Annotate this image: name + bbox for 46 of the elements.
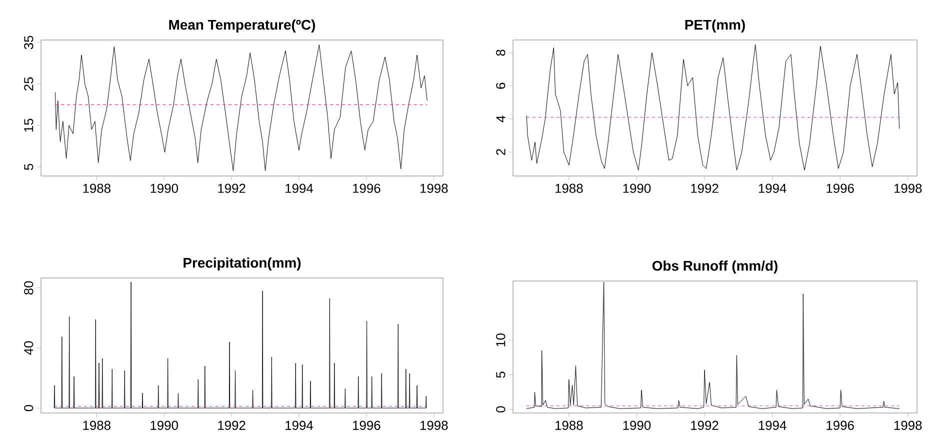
x-tick-label: 1992 [218,184,246,193]
y-tick-label: 0 [24,404,34,412]
x-tick-label: 1996 [353,184,380,193]
y-tick-label: 15 [24,118,34,132]
x-tick-label: 1996 [826,420,854,430]
y-tick-label: 35 [24,36,34,50]
x-tick-label: 1994 [758,184,786,193]
x-tick-label: 1992 [691,420,718,430]
y-tick-label: 8 [496,50,506,56]
x-tick-label: 1990 [623,420,651,430]
x-tick-label: 1992 [218,420,246,430]
x-tick-label: 1994 [758,420,786,430]
x-tick-label: 1990 [150,184,178,193]
y-tick-label: 5 [496,372,506,378]
y-tick-label: 10 [496,333,506,346]
x-tick-label: 1998 [420,184,448,193]
line-series [54,44,428,172]
x-tick-label: 1988 [83,420,110,430]
y-tick-label: 40 [24,341,34,355]
chart-title: Mean Temperature(ºC) [169,19,316,32]
chart-title: Precipitation(mm) [184,258,301,270]
x-tick-label: 1994 [286,420,314,430]
x-tick-label: 1994 [286,184,314,193]
chart-title: Obs Runoff (mm/d) [652,260,778,274]
y-tick-label: 2 [496,149,506,155]
line-series [526,44,900,170]
x-tick-label: 1988 [556,184,583,193]
y-tick-label: 4 [496,116,506,122]
x-tick-label: 1998 [894,184,922,193]
x-tick-label: 1998 [420,420,448,430]
x-tick-label: 1996 [353,420,380,430]
line-series [54,282,427,408]
chart-title: PET(mm) [685,19,745,32]
y-tick-label: 5 [24,164,34,170]
x-tick-label: 1988 [556,420,583,430]
y-tick-label: 6 [496,82,506,89]
x-tick-label: 1996 [826,184,854,193]
x-tick-label: 1990 [150,420,178,430]
y-tick-label: 80 [24,281,34,295]
x-tick-label: 1992 [691,184,718,193]
y-tick-label: 25 [24,77,34,90]
x-tick-label: 1990 [623,184,651,193]
x-tick-label: 1998 [894,420,922,430]
x-tick-label: 1988 [83,184,110,193]
y-tick-label: 0 [496,406,506,412]
line-series [526,282,900,409]
